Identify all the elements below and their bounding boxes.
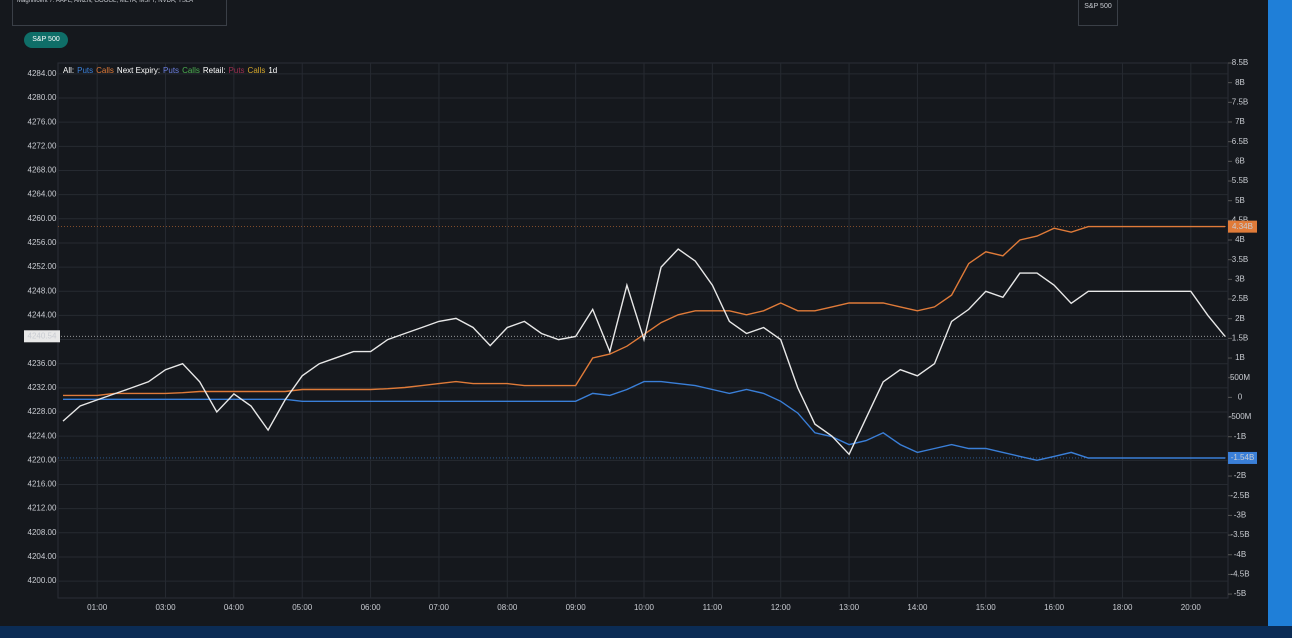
y-tick-label: 4212.00: [28, 504, 57, 513]
y2-tick-label: -4.5B: [1230, 570, 1249, 579]
x-tick-label: 03:00: [156, 603, 177, 612]
y-tick-label: 4276.00: [28, 117, 57, 126]
y2-tick-label: 8B: [1235, 78, 1245, 87]
x-tick-label: 20:00: [1181, 603, 1202, 612]
y2-tick-label: -3.5B: [1230, 530, 1249, 539]
y2-tick-label: 1.5B: [1232, 333, 1248, 342]
y2-tick-label: 2.5B: [1232, 294, 1248, 303]
x-tick-label: 15:00: [976, 603, 997, 612]
y2-tick-label: 5.5B: [1232, 176, 1248, 185]
y2-tick-label: -2.5B: [1230, 491, 1249, 500]
legend-group-label: Retail:: [203, 66, 226, 75]
value-tag-label: 4.34B: [1232, 222, 1253, 231]
y-tick-label: 4280.00: [28, 93, 57, 102]
y2-tick-label: 2B: [1235, 314, 1245, 323]
x-tick-label: 16:00: [1044, 603, 1065, 612]
index-box[interactable]: S&P 500: [1078, 0, 1118, 26]
series-line: [63, 380, 1225, 462]
y-tick-label: 4208.00: [28, 528, 57, 537]
x-tick-label: 09:00: [566, 603, 587, 612]
y-tick-label: 4268.00: [28, 166, 57, 175]
x-tick-label: 18:00: [1112, 603, 1133, 612]
side-strip: [1268, 0, 1292, 638]
y2-tick-label: 0: [1238, 392, 1243, 401]
y2-tick-label: 1B: [1235, 353, 1245, 362]
y2-tick-label: 6B: [1235, 156, 1245, 165]
x-tick-label: 11:00: [703, 603, 723, 612]
y-tick-label: 4236.00: [28, 359, 57, 368]
y2-tick-label: 7B: [1235, 117, 1245, 126]
y-tick-label: 4252.00: [28, 262, 57, 271]
value-tag: [1228, 220, 1257, 233]
y2-tick-label: -500M: [1229, 412, 1252, 421]
y-tick-label: 4200.00: [28, 576, 57, 585]
y2-tick-label: 3B: [1235, 274, 1245, 283]
y-tick-label: 4248.00: [28, 286, 57, 295]
y2-tick-label: 7.5B: [1232, 97, 1248, 106]
x-tick-label: 04:00: [224, 603, 245, 612]
y2-tick-label: -4B: [1234, 550, 1246, 559]
series-line: [63, 225, 1225, 397]
y2-tick-label: 5B: [1235, 196, 1245, 205]
legend: All: Puts Calls Next Expiry: Puts Calls Retail…: [63, 66, 277, 75]
legend-item: Calls: [96, 66, 114, 75]
value-tag: [24, 330, 60, 343]
series-line: [62, 248, 1226, 456]
x-tick-label: 12:00: [771, 603, 792, 612]
x-tick-label: 08:00: [497, 603, 518, 612]
y-tick-label: 4232.00: [28, 383, 57, 392]
y2-tick-label: 8.5B: [1232, 58, 1248, 67]
y-tick-label: 4256.00: [28, 238, 57, 247]
index-button[interactable]: S&P 500: [24, 32, 68, 48]
legend-item: Puts: [229, 66, 245, 75]
y-tick-label: 4260.00: [28, 214, 57, 223]
y-tick-label: 4244.00: [28, 311, 57, 320]
chart: 4284.00 4280.00 4276.00 4272.00 4268.00 4264.…: [24, 58, 1257, 612]
y-tick-label: 4264.00: [28, 190, 57, 199]
x-tick-label: 06:00: [361, 603, 382, 612]
y2-tick-label: -2B: [1234, 471, 1246, 480]
y-tick-label: 4204.00: [28, 552, 57, 561]
y-tick-label: 4224.00: [28, 431, 57, 440]
y2-tick-label: -5B: [1234, 589, 1246, 598]
y2-tick-label: 500M: [1230, 373, 1250, 382]
y-tick-label: 4216.00: [28, 480, 57, 489]
bottom-bar: [0, 626, 1292, 638]
value-tag-label: 4240.54: [28, 331, 57, 340]
legend-item: Calls: [248, 66, 266, 75]
legend-item: Puts: [77, 66, 93, 75]
timeframe: 1d: [268, 66, 277, 75]
x-tick-label: 10:00: [634, 603, 655, 612]
y-tick-label: 4272.00: [28, 141, 57, 150]
legend-group-label: Next Expiry:: [117, 66, 160, 75]
y2-tick-label: 4.5B: [1232, 215, 1248, 224]
legend-item: Calls: [182, 66, 200, 75]
value-tag-label: -1.54B: [1231, 453, 1255, 462]
y-tick-label: 4284.00: [28, 69, 57, 78]
watchlist[interactable]: Magnificent 7: AAPL, AMZN, GOOGL, META, …: [12, 0, 227, 26]
legend-item: Puts: [163, 66, 179, 75]
x-tick-label: 05:00: [292, 603, 313, 612]
y2-tick-label: 4B: [1235, 235, 1245, 244]
x-tick-label: 13:00: [839, 603, 860, 612]
x-tick-label: 01:00: [87, 603, 108, 612]
y2-tick-label: 6.5B: [1232, 137, 1248, 146]
y2-tick-label: 3.5B: [1232, 255, 1248, 264]
x-tick-label: 14:00: [907, 603, 928, 612]
y-tick-label: 4228.00: [28, 407, 57, 416]
y-tick-label: 4220.00: [28, 455, 57, 464]
x-tick-label: 07:00: [429, 603, 450, 612]
legend-group-label: All:: [63, 66, 74, 75]
value-tag: [1228, 451, 1257, 464]
y2-tick-label: -1B: [1234, 432, 1246, 441]
y2-tick-label: -3B: [1234, 510, 1246, 519]
